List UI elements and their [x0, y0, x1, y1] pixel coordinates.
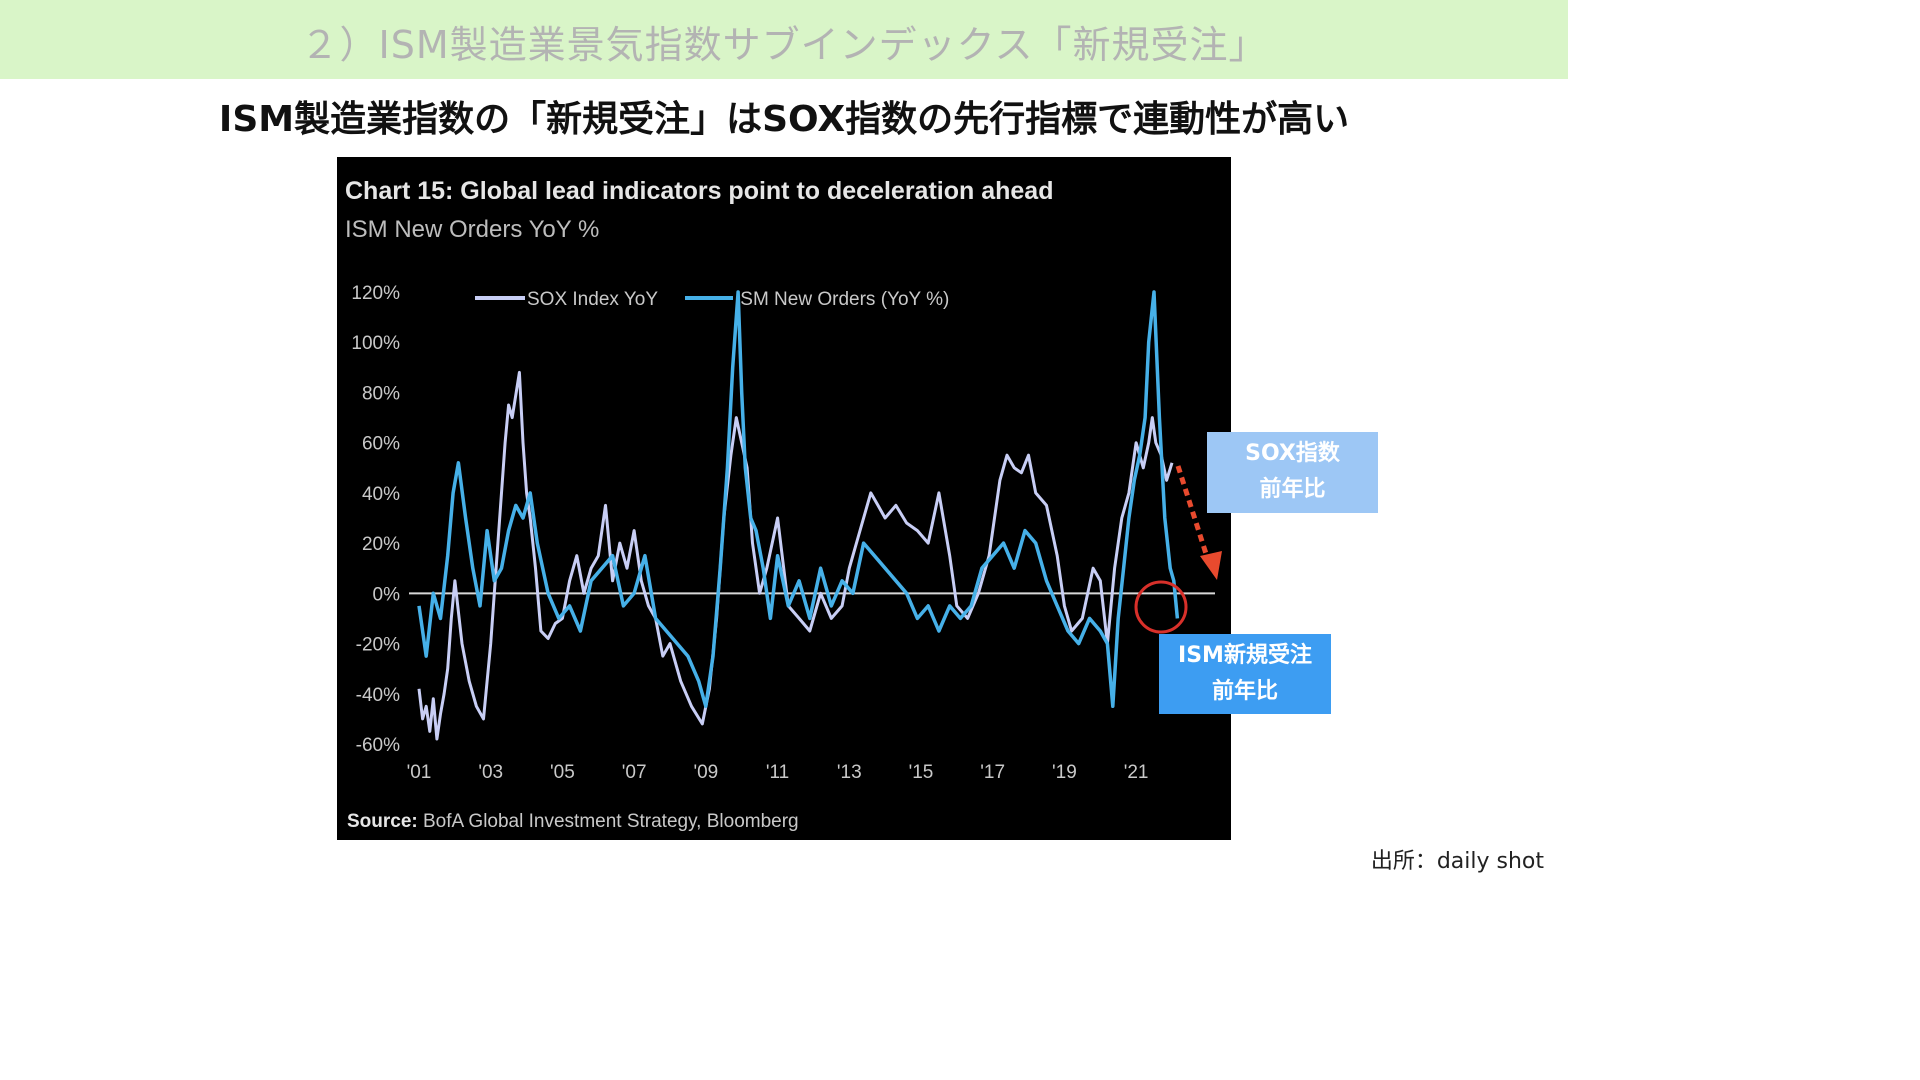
x-tick-label: '13	[837, 762, 862, 783]
x-tick-label: '03	[478, 762, 503, 783]
x-axis: '01 '03 '05 '07 '09 '11 '13 '15 '17 '19 '21	[407, 762, 1149, 783]
callout-sox-line1: SOX指数	[1245, 441, 1340, 466]
chart-title: Chart 15: Global lead indicators point t…	[345, 177, 1053, 205]
x-tick-label: '11	[766, 762, 789, 783]
y-tick-label: -60%	[356, 735, 400, 756]
x-tick-label: '07	[622, 762, 647, 783]
y-tick-label: 100%	[351, 333, 400, 354]
callout-sox: SOX指数 前年比	[1207, 432, 1378, 513]
x-tick-label: '15	[909, 762, 934, 783]
series-line-sox	[417, 370, 1174, 741]
x-tick-label: '05	[550, 762, 575, 783]
y-tick-label: 40%	[362, 484, 400, 505]
callout-ism-line1: ISM新規受注	[1178, 643, 1312, 668]
section-header-band: ２）ISM製造業景気指数サブインデックス「新規受注」	[0, 0, 1568, 79]
y-tick-label: 120%	[351, 283, 400, 304]
y-tick-label: 20%	[362, 534, 400, 555]
y-tick-label: 0%	[373, 584, 401, 605]
chart-subtitle: ISM New Orders YoY %	[345, 216, 599, 243]
y-tick-label: 80%	[362, 383, 400, 404]
x-tick-label: '09	[693, 762, 718, 783]
legend: SOX Index YoY ISM New Orders (YoY %)	[475, 289, 949, 310]
x-tick-label: '01	[407, 762, 432, 783]
chart-svg: Chart 15: Global lead indicators point t…	[345, 177, 1215, 832]
source-credit: 出所：daily shot	[1370, 849, 1544, 874]
y-tick-label: 60%	[362, 434, 400, 455]
legend-ism-label: ISM New Orders (YoY %)	[735, 289, 949, 310]
callout-sox-line2: 前年比	[1259, 477, 1326, 502]
y-tick-label: -20%	[356, 635, 400, 656]
callout-ism-line2: 前年比	[1211, 679, 1278, 704]
source-text: BofA Global Investment Strategy, Bloombe…	[423, 811, 799, 832]
source-label: Source:	[347, 811, 418, 832]
y-tick-label: -40%	[356, 685, 400, 706]
x-tick-label: '19	[1052, 762, 1077, 783]
callout-ism: ISM新規受注 前年比	[1159, 634, 1331, 714]
headline: ISM製造業指数の「新規受注」はSOX指数の先行指標で連動性が高い	[218, 99, 1350, 140]
legend-sox-label: SOX Index YoY	[527, 289, 658, 310]
y-axis: 120% 100% 80% 60% 40% 20% 0% -20% -40% -60%	[351, 283, 400, 756]
chart-panel: Chart 15: Global lead indicators point t…	[337, 157, 1231, 840]
highlight-circle	[1134, 580, 1188, 634]
section-title: ２）ISM製造業景気指数サブインデックス「新規受注」	[300, 23, 1268, 67]
x-tick-label: '21	[1124, 762, 1149, 783]
x-tick-label: '17	[980, 762, 1005, 783]
series-line-ism	[417, 290, 1180, 709]
